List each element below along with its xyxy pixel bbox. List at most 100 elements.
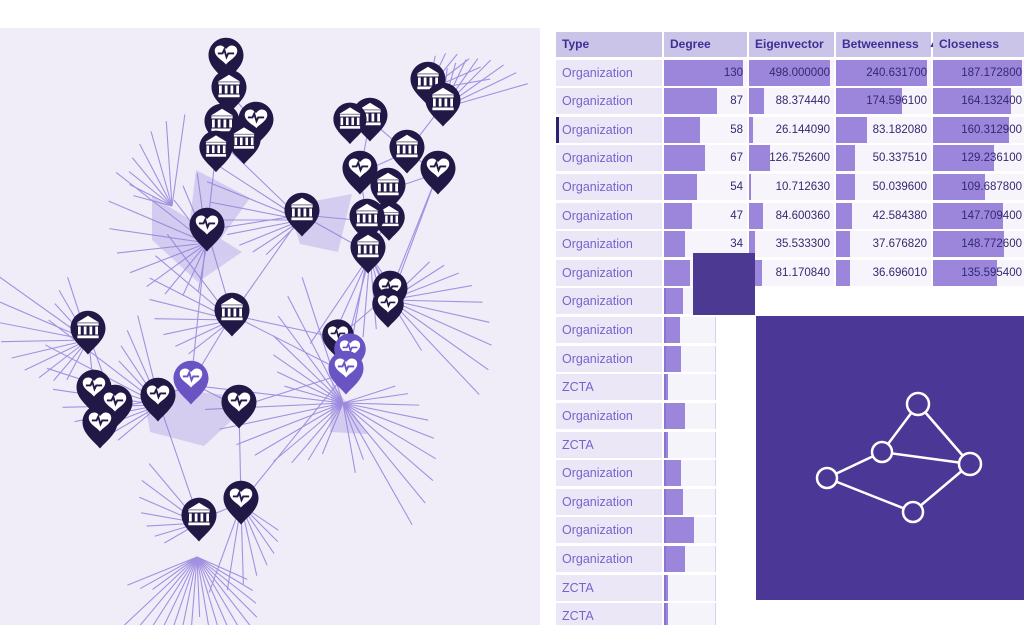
closeness-bar: [933, 88, 1012, 115]
map-pin-health-facility[interactable]: [342, 150, 378, 195]
table-row[interactable]: ZCTA: [556, 374, 1024, 401]
closeness-value: 148.772600: [961, 238, 1022, 251]
type-cell: Organization: [556, 317, 662, 344]
table-row[interactable]: Organization 130 498.000000 240.631700 187.1…: [556, 59, 1024, 86]
map-pin-organization[interactable]: [370, 167, 406, 212]
map-pin-organization[interactable]: [227, 122, 261, 165]
table-row[interactable]: Organization 81.170840 36.696010 135.595400: [556, 259, 1024, 286]
degree-cell: [664, 517, 716, 544]
eigenvector-cell: 10.712630: [749, 173, 834, 200]
network-diagram-icon: [815, 391, 983, 524]
degree-value: 67: [730, 152, 743, 165]
heart-pulse-icon: [229, 488, 253, 508]
eigenvector-cell: 35.533300: [749, 231, 834, 258]
table-row[interactable]: Organization 87 88.374440 174.596100 164.132…: [556, 88, 1024, 115]
table-row[interactable]: ZCTA: [556, 431, 1024, 458]
sort-ascending-icon: ▲: [929, 40, 937, 49]
eigenvector-value: 88.374440: [775, 95, 830, 108]
map-pin-organization[interactable]: [333, 102, 367, 145]
eigenvector-bar: [749, 231, 755, 258]
betweenness-value: 37.676820: [872, 238, 927, 251]
eigenvector-bar: [749, 173, 751, 200]
bank-icon: [376, 172, 400, 196]
column-header-label: Degree: [670, 37, 711, 51]
column-header-betweenness[interactable]: Betweenness ▲: [836, 32, 937, 57]
closeness-cell: 164.132400: [933, 88, 1024, 115]
map-pin-health-facility[interactable]: [223, 480, 259, 525]
eigenvector-bar: [749, 145, 770, 172]
betweenness-value: 83.182080: [872, 123, 927, 136]
eigenvector-cell: 26.144090: [749, 116, 834, 143]
betweenness-cell: 174.596100: [836, 88, 931, 115]
table-row[interactable]: Organization 67 126.752600 50.337510 129.236…: [556, 145, 1024, 172]
column-header-type[interactable]: Type: [556, 32, 662, 57]
map-pin-organization[interactable]: [349, 198, 385, 243]
map-pin-organization[interactable]: [389, 129, 425, 174]
table-row[interactable]: Organization: [556, 546, 1024, 573]
degree-cell: [664, 488, 716, 515]
table-row[interactable]: ZCTA: [556, 574, 1024, 601]
table-row[interactable]: Organization: [556, 288, 1024, 315]
heart-pulse-icon: [227, 392, 251, 412]
type-cell: Organization: [556, 259, 662, 286]
table-row[interactable]: ZCTA: [556, 603, 1024, 625]
type-cell: Organization: [556, 88, 662, 115]
map-pin-organization[interactable]: [214, 292, 250, 337]
degree-bar: [666, 288, 683, 315]
table-row[interactable]: Organization: [556, 317, 1024, 344]
map-pin-organization[interactable]: [211, 69, 247, 114]
degree-bar: [666, 317, 680, 344]
type-cell: ZCTA: [556, 374, 662, 401]
map-pin-organization[interactable]: [199, 130, 233, 173]
column-header-degree[interactable]: Degree: [664, 32, 747, 57]
map-pin-health-facility[interactable]: [140, 377, 176, 422]
map-pin-organization[interactable]: [70, 310, 106, 355]
heart-pulse-icon: [348, 158, 372, 178]
heart-pulse-icon: [82, 377, 106, 397]
table-row[interactable]: Organization 34 35.533300 37.676820 148.7726…: [556, 231, 1024, 258]
map-pin-health-facility[interactable]: [328, 350, 364, 395]
column-header-label: Type: [562, 37, 590, 51]
table-row[interactable]: Organization 58 26.144090 83.182080 160.3129…: [556, 116, 1024, 143]
table-row[interactable]: Organization 47 84.600360 42.584380 147.7094…: [556, 202, 1024, 229]
betweenness-value: 42.584380: [872, 209, 927, 222]
betweenness-bar: [836, 173, 855, 200]
map-pin-organization[interactable]: [425, 82, 461, 127]
selected-cell-highlight: [693, 253, 755, 315]
bank-icon: [290, 197, 314, 221]
map-pin-health-facility[interactable]: [208, 37, 244, 82]
eigenvector-bar: [749, 88, 764, 115]
map-pin-health-facility[interactable]: [221, 384, 257, 429]
column-header-eigenvector[interactable]: Eigenvector: [749, 32, 834, 57]
table-row[interactable]: Organization: [556, 460, 1024, 487]
table-row[interactable]: Organization 54 10.712630 50.039600 109.6878…: [556, 173, 1024, 200]
heart-pulse-icon: [327, 326, 349, 344]
map-pin-health-facility[interactable]: [189, 207, 225, 252]
column-header-closeness[interactable]: Closeness: [933, 32, 1024, 57]
map-pin-health-facility[interactable]: [82, 404, 118, 449]
map-pin-organization[interactable]: [181, 497, 217, 542]
map-pin-health-facility[interactable]: [420, 150, 456, 195]
network-graph[interactable]: [0, 28, 540, 625]
betweenness-cell: 42.584380: [836, 202, 931, 229]
type-cell: Organization: [556, 145, 662, 172]
closeness-value: 129.236100: [961, 152, 1022, 165]
table-row[interactable]: Organization: [556, 488, 1024, 515]
type-cell: ZCTA: [556, 574, 662, 601]
degree-cell: 34: [664, 231, 747, 258]
table-row[interactable]: Organization: [556, 402, 1024, 429]
betweenness-cell: 50.337510: [836, 145, 931, 172]
degree-value: 47: [730, 209, 743, 222]
degree-bar: [664, 173, 698, 200]
heart-pulse-icon: [339, 340, 361, 358]
map-pin-health-facility[interactable]: [372, 288, 404, 328]
table-row[interactable]: Organization: [556, 345, 1024, 372]
eigenvector-cell: 126.752600: [749, 145, 834, 172]
closeness-bar: [933, 259, 998, 286]
map-pin-organization[interactable]: [284, 192, 320, 237]
degree-cell: 67: [664, 145, 747, 172]
table-row[interactable]: Organization: [556, 517, 1024, 544]
map-pin-organization[interactable]: [350, 229, 386, 274]
map-pin-health-facility[interactable]: [173, 360, 209, 405]
eigenvector-cell: 81.170840: [749, 259, 834, 286]
